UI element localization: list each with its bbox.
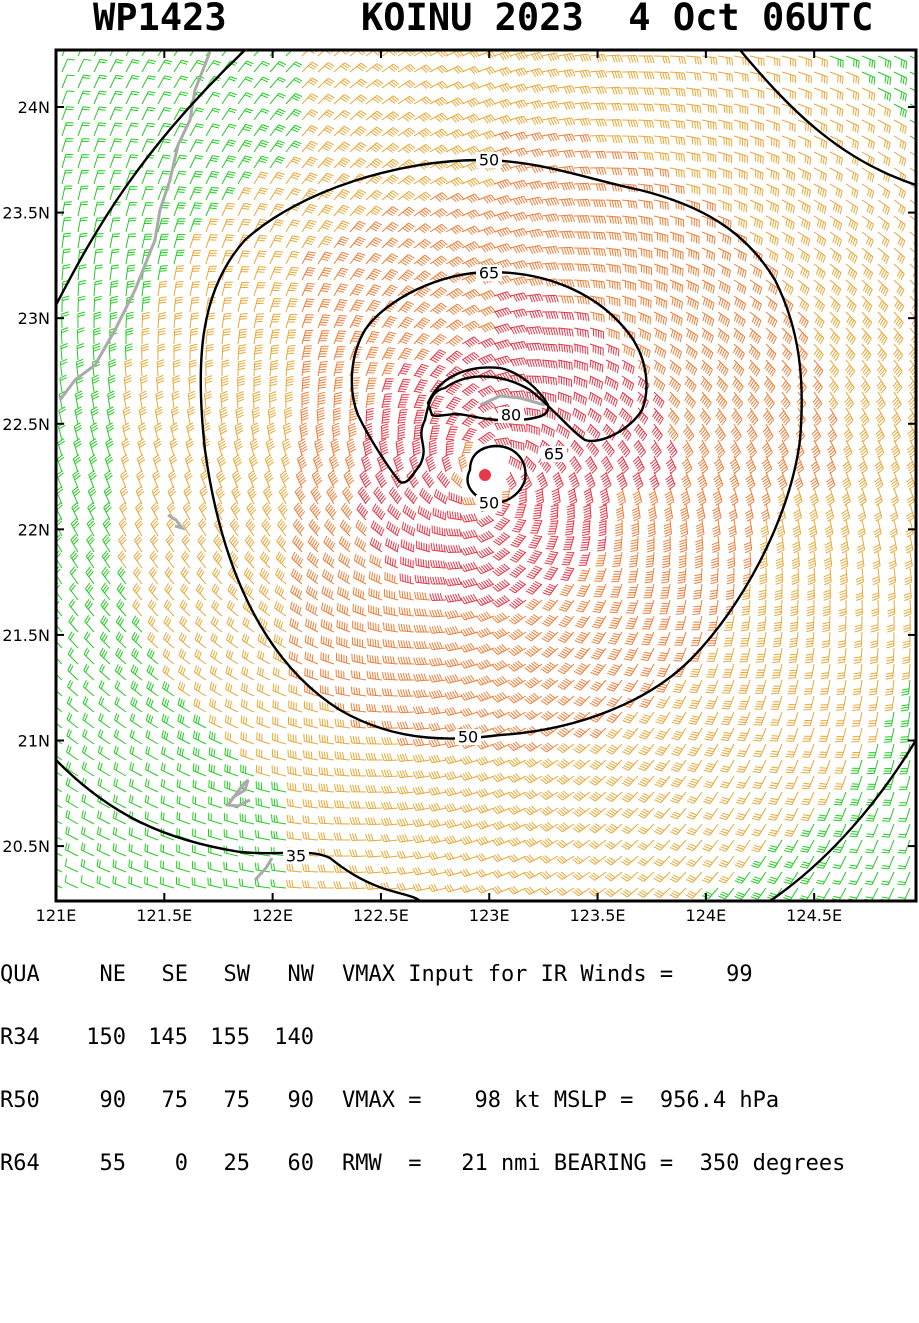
wind-barbs-red	[356, 291, 678, 609]
r50-row: R50 90 75 75 90 VMAX = 98 kt MSLP = 956.…	[0, 1088, 919, 1113]
lon-label-121E: 121E	[36, 906, 77, 925]
quadrant-header-row: QUA NE SE SW NW VMAX Input for IR Winds …	[0, 962, 919, 987]
r64-ne: 55	[99, 1151, 127, 1176]
lon-label-122E: 122E	[252, 906, 293, 925]
r50-se: 75	[161, 1088, 189, 1113]
contour-label-65-top: 65	[479, 264, 499, 283]
r34-row: R34 150 145 155 140	[0, 1025, 919, 1050]
lat-label-21N: 21N	[18, 732, 50, 751]
vmax-input-line: VMAX Input for IR Winds = 99	[342, 962, 753, 987]
lon-label-123.5E: 123.5E	[570, 906, 626, 925]
eye-coastline	[479, 394, 546, 407]
luzon-islands-coastline	[225, 778, 251, 808]
sw-header: SW	[223, 962, 251, 987]
r50-nw: 90	[287, 1088, 315, 1113]
lat-label-20.5N: 20.5N	[2, 837, 50, 856]
qua-label: QUA	[0, 962, 40, 987]
r34-ne: 150	[86, 1025, 126, 1050]
wind-analysis-map: 50 65 80 65 50 50 35 121E 121.5E 122E 122.5…	[2, 48, 918, 925]
contour-65	[350, 270, 648, 484]
wind-radii-table: QUA NE SE SW NW VMAX Input for IR Winds …	[0, 922, 919, 1195]
lon-label-124E: 124E	[686, 906, 727, 925]
rmw-bearing-line: RMW = 21 nmi BEARING = 350 degrees	[342, 1151, 846, 1176]
lat-label-21.5N: 21.5N	[2, 626, 50, 645]
contour-label-80: 80	[501, 406, 521, 425]
storm-id: WP1423	[93, 0, 227, 39]
se-header: SE	[161, 962, 189, 987]
storm-center-marker	[479, 469, 491, 481]
r64-sw: 25	[223, 1151, 251, 1176]
babuyan-coastline	[253, 857, 274, 882]
contour-50-outer	[199, 158, 803, 740]
axis-ticks	[55, 50, 916, 901]
lon-label-121.5E: 121.5E	[136, 906, 192, 925]
lat-label-24N: 24N	[18, 98, 50, 117]
contour-35-southeast	[769, 739, 916, 901]
contour-80	[426, 366, 550, 422]
storm-title: KOINU 2023 4 Oct 06UTC	[361, 0, 874, 39]
r34-label: R34	[0, 1025, 40, 1050]
contour-label-35: 35	[286, 847, 306, 866]
contour-label-50-top: 50	[479, 151, 499, 170]
r64-se: 0	[174, 1151, 188, 1176]
r50-ne: 90	[99, 1088, 127, 1113]
vmax-mslp-line: VMAX = 98 kt MSLP = 956.4 hPa	[342, 1088, 780, 1113]
r64-row: R64 55 0 25 60 RMW = 21 nmi BEARING = 35…	[0, 1151, 919, 1176]
contour-35-northeast	[739, 50, 916, 187]
r34-nw: 140	[274, 1025, 314, 1050]
ne-header: NE	[99, 962, 127, 987]
r34-se: 145	[148, 1025, 188, 1050]
islet-coastline	[167, 513, 186, 531]
lon-label-124.5E: 124.5E	[786, 906, 842, 925]
taiwan-coastline	[58, 51, 212, 401]
contour-label-50-inner: 50	[479, 494, 499, 513]
r64-nw: 60	[287, 1151, 315, 1176]
nw-header: NW	[287, 962, 315, 987]
lat-label-23N: 23N	[18, 309, 50, 328]
plot-frame	[54, 48, 918, 903]
r50-label: R50	[0, 1088, 40, 1113]
contour-35-north	[56, 50, 246, 306]
lat-label-22.5N: 22.5N	[2, 415, 50, 434]
r64-label: R64	[0, 1151, 40, 1176]
contour-label-50-bottom: 50	[458, 728, 478, 747]
lat-label-23.5N: 23.5N	[2, 204, 50, 223]
r34-sw: 155	[210, 1025, 250, 1050]
lon-label-122.5E: 122.5E	[353, 906, 409, 925]
lon-label-123E: 123E	[469, 906, 510, 925]
r50-sw: 75	[223, 1088, 251, 1113]
lat-label-22N: 22N	[18, 520, 50, 539]
contour-label-65-bottom: 65	[544, 445, 564, 464]
